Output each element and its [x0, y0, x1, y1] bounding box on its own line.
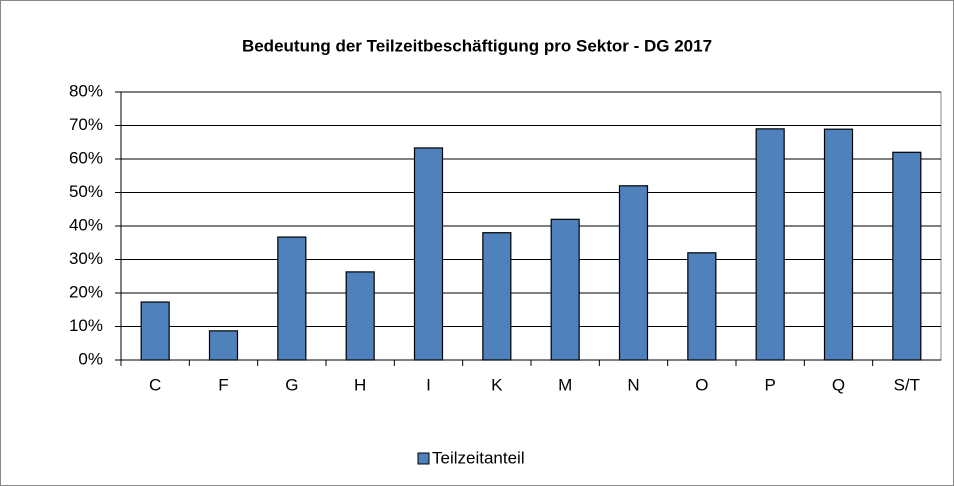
x-tick-label: F — [218, 375, 228, 394]
x-tick-label: S/T — [894, 375, 920, 394]
x-tick-label: P — [764, 375, 775, 394]
x-tick-label: M — [558, 375, 572, 394]
bar — [277, 236, 307, 361]
bar — [550, 218, 580, 361]
y-tick-label: 60% — [69, 148, 103, 167]
y-tick-label: 50% — [69, 182, 103, 201]
x-tick-label: G — [285, 375, 298, 394]
x-tick-label: N — [627, 375, 639, 394]
bar — [413, 147, 444, 361]
x-tick-label: K — [491, 375, 503, 394]
x-tick-label: O — [695, 375, 708, 394]
chart-title: Bedeutung der Teilzeitbeschäftigung pro … — [242, 36, 712, 55]
bar — [892, 151, 922, 361]
bar — [618, 185, 649, 361]
y-tick-label: 30% — [69, 249, 103, 268]
y-tick-label: 40% — [69, 215, 103, 234]
legend-label: Teilzeitanteil — [432, 448, 525, 467]
x-tick-label: I — [426, 375, 431, 394]
bar — [482, 232, 512, 361]
x-tick-label: C — [149, 375, 161, 394]
bar — [755, 128, 785, 361]
bar — [345, 271, 375, 361]
y-tick-label: 70% — [69, 115, 103, 134]
legend-swatch — [417, 452, 430, 465]
bar — [208, 330, 239, 361]
x-tick-label: Q — [832, 375, 845, 394]
x-tick-label: H — [354, 375, 366, 394]
y-tick-label: 20% — [69, 282, 103, 301]
y-tick-label: 80% — [69, 81, 103, 100]
bar — [140, 301, 170, 361]
y-tick-label: 0% — [78, 349, 103, 368]
y-tick-label: 10% — [69, 316, 103, 335]
bar — [687, 252, 717, 361]
bar — [823, 128, 854, 361]
